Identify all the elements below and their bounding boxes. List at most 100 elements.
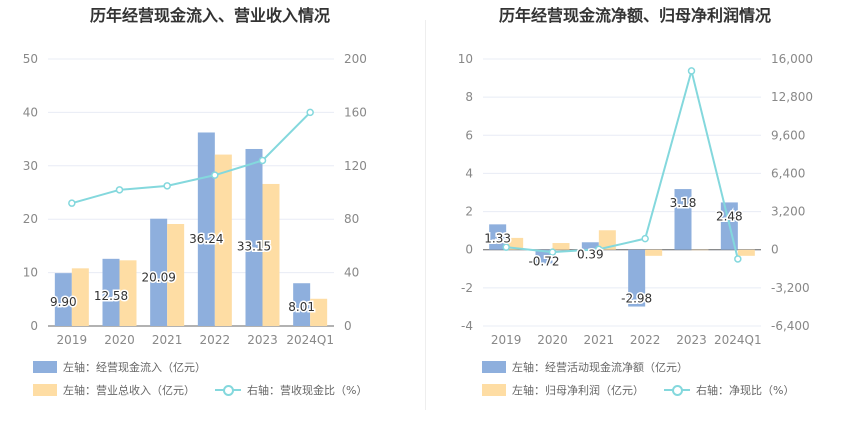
legend-label: 左轴：经营现金流入（亿元）	[63, 361, 206, 374]
left-axis-tick-label: 8	[465, 90, 473, 104]
legend-label: 左轴：经营活动现金流净额（亿元）	[512, 361, 688, 374]
right-axis-tick-label: -6,400	[771, 319, 810, 333]
legend-swatch	[482, 384, 506, 396]
bar	[674, 189, 692, 250]
legend-item[interactable]: 左轴：营业总收入（亿元）	[33, 382, 195, 398]
x-axis-tick-label: 2021	[584, 333, 615, 347]
line-point	[68, 199, 76, 207]
legend-label: 左轴：营业总收入（亿元）	[63, 384, 195, 397]
line-point	[306, 108, 314, 117]
left-legend-row-1: 左轴：经营现金流入（亿元）	[33, 359, 220, 375]
left-chart-title: 历年经营现金流入、营业收入情况	[89, 6, 330, 25]
bar	[119, 260, 137, 326]
bar	[167, 224, 185, 326]
left-axis-tick-label: 10	[458, 52, 473, 66]
right-axis-tick-label: -3,200	[771, 281, 810, 295]
line-point	[163, 182, 171, 190]
line-point	[548, 248, 557, 256]
left-axis-tick-label: 0	[465, 243, 473, 257]
right-axis-tick-label: 16,000	[771, 52, 813, 66]
left-axis-tick-label: 0	[30, 319, 38, 333]
left-axis-tick-label: 4	[465, 166, 473, 180]
left-axis-tick-label: 2	[465, 205, 473, 219]
right-legend-row-2: 左轴：归母净利润（亿元） 右轴：净现比（%）	[482, 382, 808, 398]
line-point	[641, 234, 649, 243]
left-axis-tick-label: 40	[23, 105, 38, 119]
right-axis-tick-label: 9,600	[771, 128, 805, 142]
left-legend-row-2: 左轴：营业总收入（亿元） 右轴：营收现金比（%）	[33, 382, 381, 398]
legend-item[interactable]: 左轴：经营活动现金流净额（亿元）	[482, 359, 688, 375]
x-axis-tick-label: 2022	[200, 333, 231, 347]
legend-label: 右轴：净现比（%）	[696, 384, 795, 397]
legend-swatch	[33, 384, 57, 396]
legend-item[interactable]: 右轴：净现比（%）	[664, 382, 794, 398]
series-line	[71, 111, 311, 205]
x-axis-tick-label: 2020	[104, 333, 135, 347]
right-axis-tick-label: 200	[344, 52, 367, 66]
legend-label: 左轴：归母净利润（亿元）	[512, 384, 644, 397]
bar	[581, 242, 599, 250]
left-axis-tick-label: 10	[23, 266, 38, 280]
left-axis-tick-label: -4	[461, 319, 473, 333]
left-axis-tick-label: 50	[23, 52, 38, 66]
bar	[737, 249, 755, 256]
bar	[645, 249, 663, 256]
left-axis-tick-label: 6	[465, 128, 473, 142]
bar	[150, 218, 168, 326]
right-chart-title: 历年经营现金流净额、归母净利润情况	[498, 6, 771, 25]
line-point	[502, 243, 510, 251]
x-axis-tick-label: 2024Q1	[286, 333, 334, 347]
line-point	[115, 186, 124, 194]
data-label: 36.24	[189, 232, 223, 246]
legend-label: 右轴：营收现金比（%）	[247, 384, 368, 397]
bar	[102, 258, 120, 326]
x-axis-tick-label: 2021	[152, 333, 183, 347]
data-label: 3.18	[670, 196, 697, 210]
line-point	[595, 245, 603, 254]
data-label: -0.72	[528, 254, 559, 268]
left-axis-tick-label: 20	[23, 212, 38, 226]
data-label: 9.90	[50, 295, 77, 309]
data-label: 20.09	[141, 271, 175, 285]
bar	[54, 273, 72, 326]
data-label: 2.48	[716, 209, 743, 223]
legend-item[interactable]: 左轴：归母净利润（亿元）	[482, 382, 644, 398]
data-label: 1.33	[484, 231, 511, 245]
x-axis-tick-label: 2023	[676, 333, 707, 347]
data-label: 33.15	[237, 239, 271, 253]
right-axis-tick-label: 0	[771, 243, 779, 257]
right-chart: -4 -2 0 2 4 6 8 10 -6,400 -3,200 0 3,200 6,400 9,600 1…	[458, 52, 813, 347]
bar	[506, 237, 524, 250]
bar	[310, 298, 328, 326]
panel-divider	[425, 20, 426, 410]
right-axis-tick-label: 80	[344, 212, 359, 226]
left-axis-tick-label: 30	[23, 159, 38, 173]
x-axis-tick-label: 2019	[57, 333, 88, 347]
bar	[214, 154, 232, 326]
legend-swatch	[33, 361, 57, 373]
bar	[535, 249, 553, 264]
legend-item[interactable]: 左轴：经营现金流入（亿元）	[33, 359, 206, 375]
right-axis-tick-label: 0	[344, 319, 352, 333]
x-axis-tick-label: 2024Q1	[714, 333, 762, 347]
bar	[262, 183, 280, 326]
legend-item[interactable]: 右轴：营收现金比（%）	[215, 382, 367, 398]
right-legend-row-1: 左轴：经营活动现金流净额（亿元）	[482, 359, 702, 375]
right-axis-tick-label: 6,400	[771, 166, 805, 180]
right-axis-tick-label: 12,800	[771, 90, 813, 104]
bar	[598, 230, 616, 250]
legend-line-marker	[215, 384, 241, 396]
right-axis-tick-label: 120	[344, 159, 367, 173]
left-axis-tick-label: -2	[461, 281, 473, 295]
bar	[628, 249, 646, 307]
data-label: 8.01	[288, 300, 315, 314]
right-axis-tick-label: 40	[344, 266, 359, 280]
legend-swatch	[482, 361, 506, 373]
right-axis-tick-label: 3,200	[771, 205, 805, 219]
bar	[71, 268, 89, 326]
line-point	[687, 67, 696, 75]
x-axis-tick-label: 2022	[630, 333, 661, 347]
x-axis-tick-label: 2023	[247, 333, 278, 347]
line-point	[734, 255, 742, 263]
